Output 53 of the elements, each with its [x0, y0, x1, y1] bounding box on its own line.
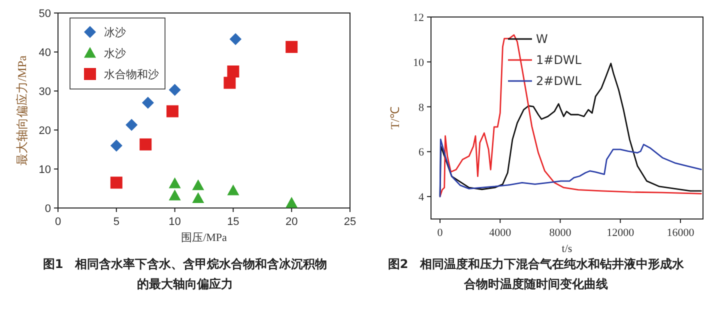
y-axis-title: T/℃	[388, 106, 402, 130]
legend-label: 2#DWL	[536, 74, 582, 88]
line-series	[439, 34, 702, 198]
point	[224, 76, 236, 89]
x-tick-label: 16000	[666, 227, 695, 239]
point	[110, 176, 122, 189]
x-tick-label: 20	[285, 216, 298, 228]
point	[142, 96, 154, 109]
y-tick-label: 8	[418, 102, 424, 114]
x-axis-title: 围压/MPa	[181, 232, 228, 244]
y-tick-label: 40	[38, 47, 51, 59]
caption: 图1 相同含水率下含水、含甲烷水合物和含冰沉积物的最大轴向偏应力	[42, 256, 328, 293]
point	[230, 33, 242, 46]
y-tick-label: 0	[44, 203, 51, 215]
y-tick-label: 4	[418, 192, 424, 204]
y-tick-label: 12	[413, 12, 424, 24]
caption: 图2 相同温度和压力下混合气在纯水和钻井液中形成水合物时温度随时间变化曲线	[386, 256, 686, 293]
y-tick-label: 10	[413, 56, 424, 69]
legend-label: 水合物和沙	[104, 68, 159, 81]
y-axis-title: 最大轴向偏应力/MPa	[15, 54, 29, 166]
legend-label: 1#DWL	[536, 53, 582, 67]
x-tick-label: 0	[437, 227, 444, 239]
y-tick-label: 10	[38, 164, 51, 176]
point	[286, 40, 298, 53]
y-tick-label: 50	[38, 8, 51, 20]
point	[192, 179, 204, 190]
x-tick-label: 12000	[606, 227, 635, 239]
x-tick-label: 0	[54, 216, 62, 228]
x-axis-title: t/s	[562, 243, 572, 255]
legend-label: W	[536, 32, 548, 46]
x-tick-label: 10	[168, 216, 181, 228]
x-tick-label: 4000	[489, 227, 512, 239]
x-tick-label: 8000	[549, 227, 572, 239]
point	[192, 192, 204, 204]
point	[227, 66, 240, 78]
x-tick-label: 5	[113, 216, 120, 228]
x-tick-label: 15	[227, 216, 240, 228]
point	[168, 177, 181, 188]
y-tick-label: 20	[38, 125, 51, 137]
point	[168, 84, 181, 96]
point	[126, 118, 138, 131]
point	[286, 196, 298, 208]
point	[140, 138, 152, 150]
y-tick-label: 30	[38, 86, 51, 98]
x-tick-label: 25	[344, 216, 356, 228]
legend-label: 水沙	[104, 47, 126, 60]
point	[227, 184, 240, 196]
point	[110, 140, 122, 152]
legend-label: 冰沙	[104, 26, 126, 39]
y-tick-label: 6	[418, 146, 424, 159]
point	[168, 190, 181, 200]
line-series	[439, 138, 702, 198]
point	[166, 105, 178, 118]
